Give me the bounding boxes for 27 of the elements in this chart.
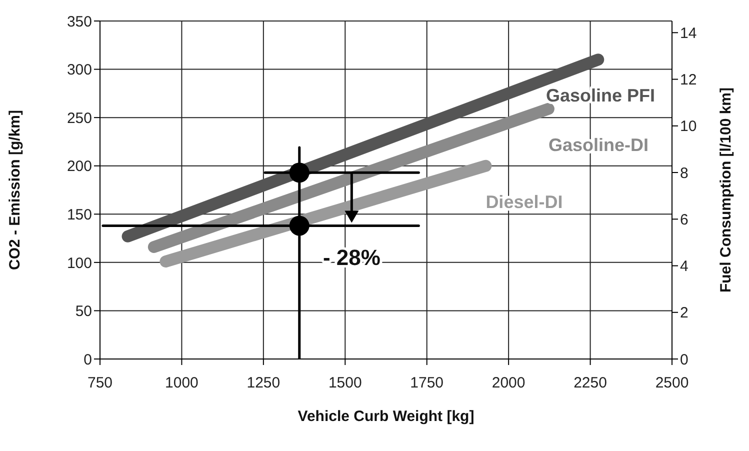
x-tick-label: 750 [87,374,113,392]
y2-tick-label: 2 [680,304,688,322]
y-tick-label: 300 [66,62,92,79]
y2-tick-label: 6 [680,211,688,228]
y2-tick-label: 4 [680,258,688,276]
y-tick-label: 350 [66,13,92,30]
y-tick-label: 50 [75,303,92,320]
y2-tick-label: 10 [680,118,697,136]
x-tick-label: 2250 [574,374,607,392]
y2-tick-label: 8 [680,164,688,182]
y2-tick-label: 0 [680,351,688,368]
y2-tick-label: 14 [680,24,697,42]
y-tick-label: 200 [66,158,92,176]
y-tick-label: 250 [66,110,92,127]
y-axis-title: CO2 - Emission [g/km] [6,110,24,270]
x-tick-label: 1500 [328,374,362,392]
y-tick-label: 100 [66,254,92,272]
x-axis-title: Vehicle Curb Weight [kg] [298,408,474,425]
x-tick-label: 1000 [165,374,198,392]
y-tick-label: 150 [66,206,92,224]
y2-axis-title: Fuel Consumption [l/100 km] [717,87,734,293]
x-tick-label: 2500 [655,374,689,392]
y-tick-label: 0 [84,351,92,368]
x-tick-label: 1750 [410,374,444,392]
y2-tick-label: 12 [680,72,697,89]
x-tick-label: 2000 [492,374,526,392]
x-tick-label: 1250 [246,374,280,392]
